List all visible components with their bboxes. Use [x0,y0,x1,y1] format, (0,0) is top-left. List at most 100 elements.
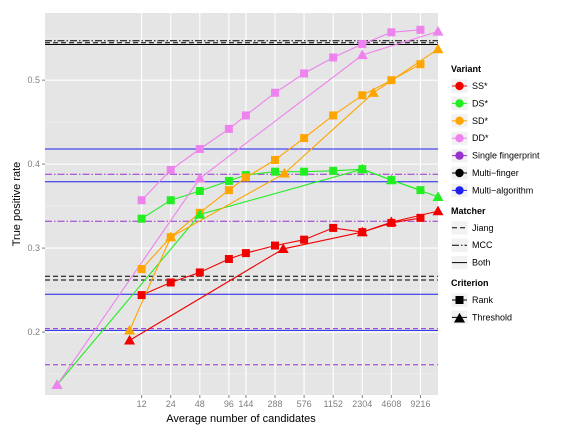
legend-title: Matcher [451,206,486,216]
data-point-square [271,88,280,97]
y-tick-label: 0.3 [27,243,40,253]
data-point-triangle [385,174,397,185]
series-line [56,30,439,386]
legend-label: Threshold [472,312,512,322]
data-point-triangle [356,226,368,237]
data-point-square [195,145,204,154]
data-point-square [271,241,280,250]
y-axis: 0.2 0.3 0.4 0.5 [27,75,45,337]
data-point-square [387,28,396,37]
data-point-square [329,166,338,175]
data-point-square [137,196,146,205]
series-markers [51,25,444,390]
data-point-triangle [194,208,206,219]
legend-label: SD* [472,116,489,126]
data-point-triangle [51,379,63,390]
data-point-square [300,69,309,78]
data-point-square [416,186,425,195]
x-tick-label: 48 [195,399,205,409]
x-axis-title: Average number of candidates [166,413,316,425]
legend-key-square [455,296,464,304]
data-point-square [271,167,280,176]
legend-key-triangle [454,312,465,323]
data-point-square [224,254,233,263]
x-tick-label: 12 [137,399,147,409]
legend-key-dot [455,134,464,143]
legend-key [450,237,469,253]
y-axis-title: True positive rate [11,162,23,247]
data-point-square [137,265,146,274]
data-point-triangle [367,87,379,97]
data-point-square [271,155,280,164]
legend-key-dot [455,186,464,195]
legend-key [450,220,469,236]
x-tick-label: 2304 [352,399,372,409]
data-point-triangle [124,334,136,345]
data-point-triangle [165,231,177,242]
data-point-square [137,214,146,223]
y-tick-label: 0.2 [27,327,40,337]
legend-label: DD* [472,133,489,143]
x-tick-label: 1152 [324,399,343,409]
data-point-square [224,176,233,185]
data-point-triangle [432,191,444,201]
x-tick-label: 288 [267,399,282,409]
legend-label: Single fingerprint [472,151,540,161]
data-point-square [416,60,425,69]
data-point-square [241,111,250,120]
legend-label: Both [472,258,491,268]
x-tick-label: 24 [166,399,176,409]
data-point-square [329,111,338,120]
legend-title: Criterion [451,278,489,288]
legend-key-dot [455,151,464,160]
legend-label: Multi−finger [472,168,519,178]
data-point-square [416,25,425,34]
data-point-square [329,53,338,62]
data-point-triangle [432,25,444,36]
y-tick-label: 0.5 [27,75,40,85]
legend-label: MCC [472,240,493,250]
data-point-square [195,268,204,277]
legend-title: Variant [451,64,481,74]
x-tick-label: 9216 [410,399,430,409]
data-point-triangle [278,167,290,178]
legend-key-dot [455,81,464,91]
y-tick-label: 0.4 [27,159,40,169]
x-axis: 12 24 48 96 144 288 576 1152 2304 4608 9216 [137,395,430,409]
x-tick-label: 576 [297,399,312,409]
data-point-triangle [432,43,444,54]
data-point-square [224,124,233,133]
data-point-square [166,196,175,205]
legend-label: Rank [472,295,494,305]
x-tick-label: 144 [238,399,253,409]
data-point-square [166,165,175,174]
data-point-triangle [356,49,368,60]
data-point-square [241,173,250,182]
plot-panel [45,13,438,395]
legend-label: Jiang [472,223,494,233]
data-point-square [358,40,367,49]
legend-label: DS* [472,98,489,108]
data-point-square [166,278,175,287]
legend-key-dot [455,168,464,178]
data-point-square [416,213,425,222]
data-point-square [300,167,309,176]
data-point-square [300,235,309,244]
data-point-triangle [432,205,444,216]
legend-key-dot [455,116,464,126]
data-point-triangle [356,163,368,174]
data-point-square [241,249,250,258]
data-point-triangle [385,216,397,227]
legend-key-dot [455,99,464,108]
x-tick-label: 96 [224,399,234,409]
legend-label: Multi−algorithm [472,185,533,195]
data-point-square [358,91,367,100]
data-point-square [137,291,146,300]
data-point-triangle [194,172,206,183]
reference-lines [45,40,438,366]
data-point-square [329,223,338,232]
legend-label: SS* [472,81,488,91]
data-point-triangle [277,243,289,254]
data-point-triangle [124,324,136,335]
